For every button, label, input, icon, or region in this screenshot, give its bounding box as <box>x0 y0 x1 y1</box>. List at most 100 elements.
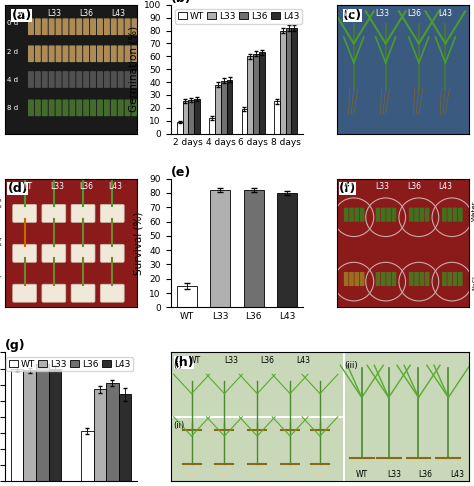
Y-axis label: Germination (%): Germination (%) <box>128 26 138 112</box>
FancyBboxPatch shape <box>409 208 413 222</box>
FancyBboxPatch shape <box>125 100 130 116</box>
Text: 5 d after
stress: 5 d after stress <box>0 237 2 247</box>
Text: (i): (i) <box>173 362 182 370</box>
Bar <box>209 118 215 134</box>
FancyBboxPatch shape <box>69 18 75 35</box>
FancyBboxPatch shape <box>28 71 34 88</box>
FancyBboxPatch shape <box>35 18 41 35</box>
FancyBboxPatch shape <box>90 45 96 62</box>
FancyBboxPatch shape <box>69 71 75 88</box>
Bar <box>227 80 232 134</box>
Text: (f): (f) <box>339 183 356 195</box>
FancyBboxPatch shape <box>131 100 137 116</box>
Bar <box>244 190 264 307</box>
FancyBboxPatch shape <box>355 208 359 222</box>
Text: L33: L33 <box>375 183 389 191</box>
FancyBboxPatch shape <box>111 18 117 35</box>
FancyBboxPatch shape <box>71 244 95 262</box>
Bar <box>253 54 259 134</box>
FancyBboxPatch shape <box>118 45 124 62</box>
FancyBboxPatch shape <box>419 208 424 222</box>
Text: WT: WT <box>343 183 356 191</box>
FancyBboxPatch shape <box>118 71 124 88</box>
FancyBboxPatch shape <box>71 205 95 223</box>
FancyBboxPatch shape <box>104 71 110 88</box>
Text: L36: L36 <box>260 356 274 365</box>
Text: (ii): (ii) <box>173 421 185 430</box>
Bar <box>259 52 265 134</box>
FancyBboxPatch shape <box>111 45 117 62</box>
Text: L36: L36 <box>407 183 421 191</box>
FancyBboxPatch shape <box>349 272 354 286</box>
FancyBboxPatch shape <box>355 272 359 286</box>
FancyBboxPatch shape <box>125 18 130 35</box>
FancyBboxPatch shape <box>131 71 137 88</box>
Text: L43: L43 <box>439 9 453 17</box>
Text: NaCl
(200 mM): NaCl (200 mM) <box>472 260 474 290</box>
FancyBboxPatch shape <box>453 208 457 222</box>
FancyBboxPatch shape <box>49 71 55 88</box>
FancyBboxPatch shape <box>447 272 452 286</box>
FancyBboxPatch shape <box>42 100 48 116</box>
Bar <box>242 109 247 134</box>
FancyBboxPatch shape <box>83 45 89 62</box>
FancyBboxPatch shape <box>69 100 75 116</box>
FancyBboxPatch shape <box>100 205 124 223</box>
Text: L36: L36 <box>79 9 93 17</box>
FancyBboxPatch shape <box>376 272 380 286</box>
FancyBboxPatch shape <box>442 208 447 222</box>
Bar <box>119 394 131 481</box>
Text: L33: L33 <box>375 9 389 17</box>
FancyBboxPatch shape <box>97 45 103 62</box>
FancyBboxPatch shape <box>63 18 68 35</box>
FancyBboxPatch shape <box>76 71 82 88</box>
FancyBboxPatch shape <box>409 272 413 286</box>
FancyBboxPatch shape <box>118 18 124 35</box>
Text: L36: L36 <box>407 9 421 17</box>
Text: Water: Water <box>472 201 474 221</box>
Text: L36: L36 <box>79 183 93 191</box>
FancyBboxPatch shape <box>104 100 110 116</box>
FancyBboxPatch shape <box>63 100 68 116</box>
FancyBboxPatch shape <box>376 208 380 222</box>
FancyBboxPatch shape <box>344 272 348 286</box>
FancyBboxPatch shape <box>83 18 89 35</box>
FancyBboxPatch shape <box>13 284 36 302</box>
FancyBboxPatch shape <box>49 100 55 116</box>
FancyBboxPatch shape <box>111 71 117 88</box>
Text: L43: L43 <box>296 356 310 365</box>
Text: WT: WT <box>21 183 33 191</box>
FancyBboxPatch shape <box>42 45 48 62</box>
FancyBboxPatch shape <box>28 100 34 116</box>
FancyBboxPatch shape <box>97 18 103 35</box>
FancyBboxPatch shape <box>76 45 82 62</box>
FancyBboxPatch shape <box>76 100 82 116</box>
Bar <box>210 190 230 307</box>
Bar <box>177 122 182 134</box>
FancyBboxPatch shape <box>425 272 429 286</box>
FancyBboxPatch shape <box>344 208 348 222</box>
FancyBboxPatch shape <box>55 45 62 62</box>
Text: Recover: Recover <box>0 275 2 280</box>
FancyBboxPatch shape <box>63 71 68 88</box>
FancyBboxPatch shape <box>90 71 96 88</box>
Bar <box>194 99 200 134</box>
FancyBboxPatch shape <box>386 272 391 286</box>
FancyBboxPatch shape <box>35 100 41 116</box>
FancyBboxPatch shape <box>49 18 55 35</box>
Text: L43: L43 <box>439 183 453 191</box>
FancyBboxPatch shape <box>125 71 130 88</box>
Bar <box>36 364 49 481</box>
FancyBboxPatch shape <box>55 18 62 35</box>
Bar <box>49 368 61 481</box>
Text: (a): (a) <box>11 9 32 22</box>
FancyBboxPatch shape <box>69 45 75 62</box>
Text: 8 d: 8 d <box>8 105 18 111</box>
Bar <box>280 31 286 134</box>
Text: WT: WT <box>343 9 356 17</box>
Bar <box>247 56 253 134</box>
FancyBboxPatch shape <box>349 208 354 222</box>
Y-axis label: Survival (%): Survival (%) <box>134 211 144 275</box>
FancyBboxPatch shape <box>414 208 419 222</box>
FancyBboxPatch shape <box>458 208 463 222</box>
